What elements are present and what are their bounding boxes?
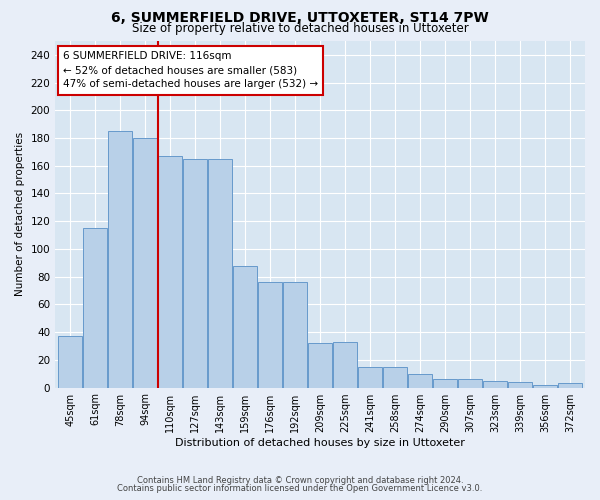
Text: Contains HM Land Registry data © Crown copyright and database right 2024.: Contains HM Land Registry data © Crown c…: [137, 476, 463, 485]
Bar: [258, 282, 282, 388]
Bar: [558, 384, 582, 388]
Bar: [83, 228, 107, 388]
Bar: [158, 156, 182, 388]
Bar: [183, 159, 207, 388]
Text: Size of property relative to detached houses in Uttoxeter: Size of property relative to detached ho…: [131, 22, 469, 35]
Bar: [408, 374, 432, 388]
Bar: [433, 380, 457, 388]
Bar: [508, 382, 532, 388]
Bar: [58, 336, 82, 388]
X-axis label: Distribution of detached houses by size in Uttoxeter: Distribution of detached houses by size …: [175, 438, 465, 448]
Bar: [308, 343, 332, 388]
Y-axis label: Number of detached properties: Number of detached properties: [15, 132, 25, 296]
Bar: [133, 138, 157, 388]
Bar: [283, 282, 307, 388]
Bar: [233, 266, 257, 388]
Text: 6 SUMMERFIELD DRIVE: 116sqm
← 52% of detached houses are smaller (583)
47% of se: 6 SUMMERFIELD DRIVE: 116sqm ← 52% of det…: [63, 52, 318, 90]
Text: Contains public sector information licensed under the Open Government Licence v3: Contains public sector information licen…: [118, 484, 482, 493]
Bar: [383, 367, 407, 388]
Bar: [458, 380, 482, 388]
Text: 6, SUMMERFIELD DRIVE, UTTOXETER, ST14 7PW: 6, SUMMERFIELD DRIVE, UTTOXETER, ST14 7P…: [111, 11, 489, 25]
Bar: [358, 367, 382, 388]
Bar: [483, 380, 507, 388]
Bar: [108, 131, 132, 388]
Bar: [333, 342, 357, 388]
Bar: [533, 385, 557, 388]
Bar: [208, 159, 232, 388]
